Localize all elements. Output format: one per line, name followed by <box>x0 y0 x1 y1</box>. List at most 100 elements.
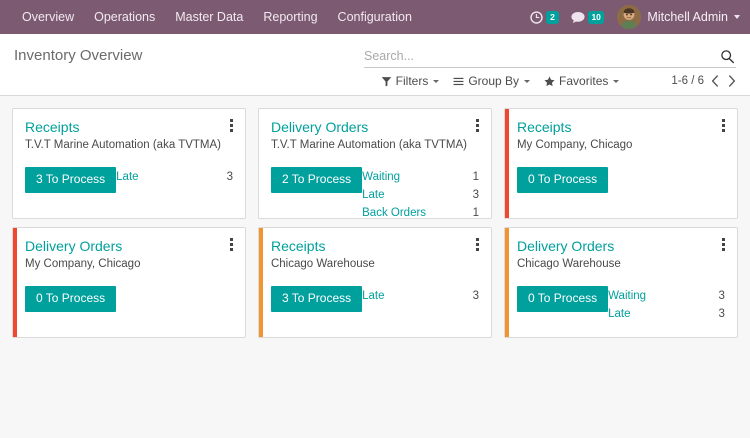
kebab-dot <box>475 238 479 241</box>
card-status-stripe <box>258 228 263 337</box>
card-menu-kebab-icon[interactable] <box>228 116 235 135</box>
to-process-button[interactable]: 2 To Process <box>270 166 363 193</box>
card-menu-kebab-icon[interactable] <box>474 235 481 254</box>
favorites-label: Favorites <box>559 74 609 88</box>
card-body: 0 To Process <box>25 285 233 329</box>
to-process-button[interactable]: 0 To Process <box>516 166 609 193</box>
card-stat-label[interactable]: Late <box>116 170 139 183</box>
card-title[interactable]: Receipts <box>270 238 326 254</box>
kanban-card[interactable]: Receipts My Company, Chicago 0 To Process <box>503 108 738 219</box>
chevron-left-icon[interactable] <box>711 75 719 87</box>
card-status-stripe <box>504 109 509 218</box>
card-stat-label[interactable]: Back Orders <box>362 207 427 220</box>
card-title[interactable]: Receipts <box>25 119 80 135</box>
card-subtitle: T.V.T Marine Automation (aka TVTMA) <box>270 139 467 152</box>
card-subtitle: My Company, Chicago <box>25 258 141 271</box>
to-process-button[interactable]: 3 To Process <box>270 285 363 312</box>
kebab-dot <box>721 248 725 251</box>
card-title[interactable]: Delivery Orders <box>25 238 123 254</box>
to-process-button[interactable]: 0 To Process <box>25 285 117 312</box>
card-stat-row: Late 3 <box>608 306 725 323</box>
nav-item-master-data[interactable]: Master Data <box>175 9 244 24</box>
groupby-dropdown[interactable]: Group By <box>453 74 531 88</box>
kanban-card-slot: Delivery Orders My Company, Chicago 0 To P… <box>6 223 252 342</box>
kanban-card[interactable]: Receipts Chicago Warehouse 3 To Process Lat… <box>257 227 492 338</box>
kebab-dot <box>229 124 233 127</box>
clock-activity-glyph <box>530 10 543 24</box>
kanban-card[interactable]: Delivery Orders T.V.T Marine Automation (… <box>257 108 492 219</box>
card-header: Delivery Orders <box>517 238 725 254</box>
control-panel-top-row: Inventory Overview <box>0 34 750 68</box>
card-stat-label[interactable]: Late <box>608 308 631 321</box>
pager-arrows <box>711 75 736 87</box>
card-title[interactable]: Delivery Orders <box>270 119 369 135</box>
kanban-card-slot: Receipts T.V.T Marine Automation (aka TVT… <box>6 104 252 223</box>
card-subtitle: T.V.T Marine Automation (aka TVTMA) <box>25 139 222 152</box>
kebab-dot <box>229 119 233 122</box>
kanban-card-slot: Receipts Chicago Warehouse 3 To Process Lat… <box>252 223 498 342</box>
card-stat-value: 1 <box>472 207 479 220</box>
chevron-down-icon <box>613 79 620 83</box>
kebab-dot <box>475 248 479 251</box>
card-body: 0 To Process Waiting 3 Late 3 <box>516 285 725 329</box>
avatar <box>617 5 642 29</box>
card-stat-list: Waiting 1 Late 3 Back Orders 1 <box>362 167 479 223</box>
kanban-card[interactable]: Delivery Orders Chicago Warehouse 0 To Pro… <box>503 227 738 338</box>
card-stat-value: 3 <box>718 308 725 321</box>
card-body: 3 To Process Late 3 <box>25 166 233 210</box>
card-menu-kebab-icon[interactable] <box>720 116 727 135</box>
card-menu-kebab-icon[interactable] <box>474 116 481 135</box>
top-navbar: Overview Operations Master Data Reporting Co… <box>0 0 750 34</box>
card-stat-list: Late 3 <box>116 167 233 186</box>
kebab-dot <box>229 248 233 251</box>
card-stat-value: 1 <box>472 170 479 183</box>
kebab-dot <box>721 124 725 127</box>
kebab-dot <box>475 119 479 122</box>
chat-bubble-icon[interactable]: 10 <box>570 10 605 25</box>
card-stat-row: Late 3 <box>362 288 479 305</box>
card-menu-kebab-icon[interactable] <box>720 235 727 254</box>
nav-item-operations[interactable]: Operations <box>94 9 156 24</box>
to-process-button[interactable]: 0 To Process <box>516 285 609 312</box>
card-header: Delivery Orders <box>271 119 479 135</box>
card-title[interactable]: Receipts <box>516 119 572 135</box>
kebab-dot <box>721 238 725 241</box>
card-stat-row: Waiting 3 <box>608 288 725 305</box>
kanban-card[interactable]: Receipts T.V.T Marine Automation (aka TVT… <box>12 108 246 219</box>
card-header: Receipts <box>517 119 725 135</box>
kebab-dot <box>721 243 725 246</box>
page-title: Inventory Overview <box>14 47 143 64</box>
nav-item-overview[interactable]: Overview <box>22 9 75 24</box>
chevron-right-icon[interactable] <box>728 75 736 87</box>
card-stat-label[interactable]: Late <box>362 189 385 202</box>
filters-dropdown[interactable]: Filters <box>381 74 440 88</box>
chevron-right-glyph <box>729 75 736 87</box>
nav-item-configuration[interactable]: Configuration <box>337 9 412 24</box>
card-stat-list: Waiting 3 Late 3 <box>608 286 725 324</box>
kebab-dot <box>475 129 479 132</box>
search-view[interactable] <box>364 48 736 68</box>
pager-count: 1-6 / 6 <box>671 75 704 87</box>
kebab-dot <box>721 119 725 122</box>
kanban-card[interactable]: Delivery Orders My Company, Chicago 0 To P… <box>12 227 246 338</box>
card-menu-kebab-icon[interactable] <box>228 235 235 254</box>
card-stat-value: 3 <box>226 170 233 183</box>
kanban-card-slot: Delivery Orders T.V.T Marine Automation (… <box>252 104 498 223</box>
search-icon[interactable] <box>719 49 736 64</box>
favorites-dropdown[interactable]: Favorites <box>544 74 620 88</box>
card-header: Delivery Orders <box>25 238 233 254</box>
kebab-dot <box>229 238 233 241</box>
nav-item-reporting[interactable]: Reporting <box>263 9 318 24</box>
clock-activity-icon[interactable]: 2 <box>529 10 559 25</box>
search-input[interactable] <box>364 48 719 64</box>
kebab-dot <box>721 129 725 132</box>
search-options: Filters Group By Favorites <box>14 74 620 88</box>
user-menu[interactable]: Mitchell Admin <box>615 5 740 29</box>
to-process-button[interactable]: 3 To Process <box>25 166 117 193</box>
card-stat-label[interactable]: Waiting <box>362 170 401 183</box>
card-stat-label[interactable]: Waiting <box>608 289 647 302</box>
card-stat-row: Late 3 <box>362 187 479 204</box>
card-stat-label[interactable]: Late <box>362 289 385 302</box>
card-title[interactable]: Delivery Orders <box>516 238 615 254</box>
card-subtitle: Chicago Warehouse <box>270 258 375 271</box>
